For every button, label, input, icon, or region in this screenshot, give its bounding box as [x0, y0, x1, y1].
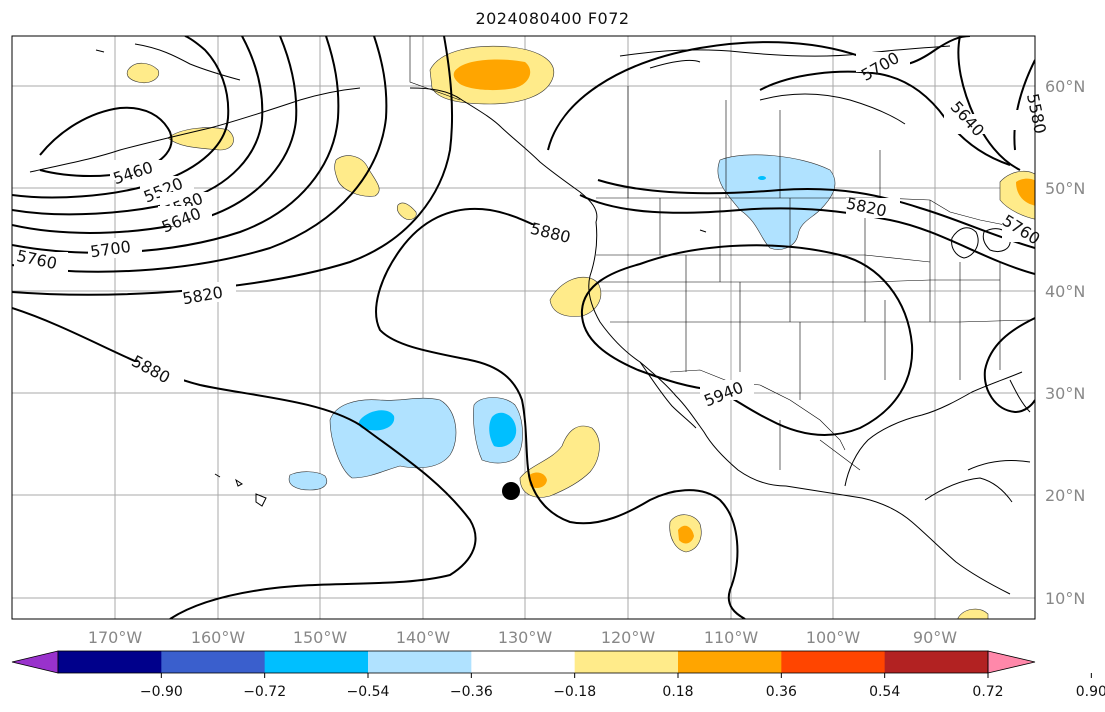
- colorbar-tick-label: 0.54: [869, 684, 900, 700]
- colorbar-segment: [781, 651, 886, 673]
- colorbar-segment: [678, 651, 782, 673]
- map-title: 2024080400 F072: [475, 9, 630, 28]
- longitude-label: 100°W: [806, 628, 861, 647]
- strong-negative-anomaly-shading: [358, 176, 766, 448]
- colorbar-segment: [884, 651, 989, 673]
- map-frame: [11, 35, 1036, 620]
- colorbar-tick-label: −0.36: [450, 684, 493, 700]
- longitude-label: 150°W: [293, 628, 348, 647]
- colorbar-tick-label: −0.72: [243, 684, 286, 700]
- colorbar-segment: [58, 651, 162, 673]
- longitude-label: 120°W: [601, 628, 656, 647]
- colorbar-tick-label: −0.54: [347, 684, 390, 700]
- colorbar-segment: [161, 651, 266, 673]
- colorbar-frame: [57, 650, 989, 674]
- longitude-label: 110°W: [704, 628, 759, 647]
- latitude-axis: 60°N 50°N 40°N 30°N 20°N 10°N: [1045, 77, 1085, 608]
- colorbar-segment: [368, 651, 472, 673]
- gridlines: [12, 36, 1035, 619]
- colorbar-extension-high: [987, 650, 1036, 674]
- longitude-label: 90°W: [913, 628, 957, 647]
- longitude-label: 140°W: [396, 628, 451, 647]
- latitude-label: 50°N: [1045, 179, 1085, 198]
- colorbar-tick-label: 0.72: [972, 684, 1003, 700]
- latitude-label: 40°N: [1045, 282, 1085, 301]
- colorbar: −0.90 −0.72 −0.54 −0.36 −0.18 0.18 0.36 0.54 0.7…: [11, 650, 1105, 700]
- strong-positive-anomaly-shading: [453, 59, 1035, 544]
- longitude-label: 160°W: [191, 628, 246, 647]
- colorbar-tick-label: 0.18: [662, 684, 693, 700]
- colorbar-tick-label: 0.90: [1076, 684, 1105, 700]
- latitude-label: 30°N: [1045, 384, 1085, 403]
- latitude-label: 20°N: [1045, 486, 1085, 505]
- storm-position-marker: [502, 482, 520, 500]
- latitude-label: 60°N: [1045, 77, 1085, 96]
- colorbar-segment: [264, 651, 369, 673]
- colorbar-segment: [471, 651, 576, 673]
- longitude-label: 170°W: [88, 628, 143, 647]
- longitude-axis: 170°W 160°W 150°W 140°W 130°W 120°W 110°…: [88, 628, 957, 647]
- map-area: [12, 36, 1035, 619]
- colorbar-extension-low: [11, 650, 59, 674]
- colorbar-tick-label: −0.18: [553, 684, 596, 700]
- colorbar-segment: [574, 651, 679, 673]
- colorbar-tick-label: 0.36: [766, 684, 797, 700]
- longitude-label: 130°W: [498, 628, 553, 647]
- colorbar-tick-label: −0.90: [140, 684, 183, 700]
- latitude-label: 10°N: [1045, 589, 1085, 608]
